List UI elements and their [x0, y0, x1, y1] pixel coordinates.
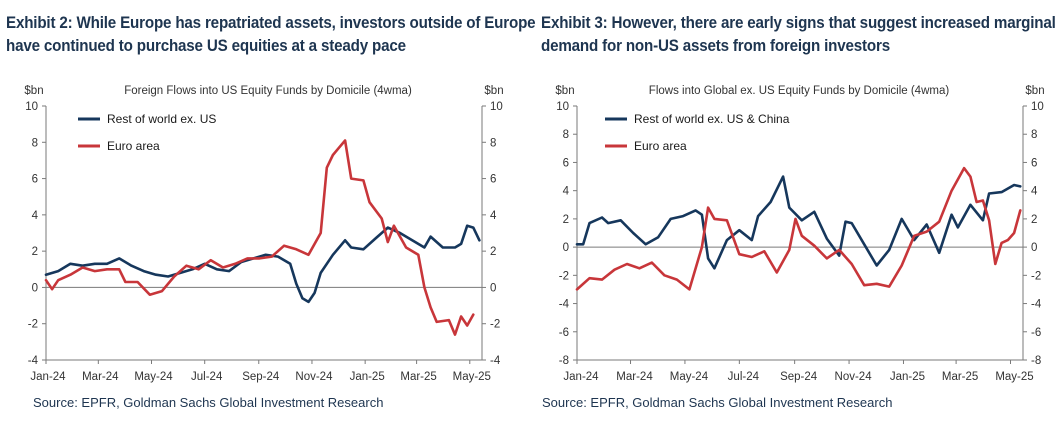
y-tick-label-left: -6	[559, 327, 569, 339]
y-tick-label-right: -4	[1031, 299, 1042, 311]
y-tick-label-right: -2	[1031, 270, 1041, 282]
y-axis-unit-left: $bn	[24, 85, 43, 97]
legend-label: Euro area	[107, 139, 160, 153]
x-tick-label: Jan-25	[890, 371, 925, 383]
flows-into-us-equity-chart: Foreign Flows into US Equity Funds by Do…	[24, 85, 503, 383]
y-tick-label-right: -6	[1031, 327, 1041, 339]
y-axis-unit-left: $bn	[555, 85, 574, 97]
x-tick-label: Sep-24	[242, 371, 280, 383]
y-tick-label-left: 8	[32, 137, 38, 149]
legend-label: Euro area	[634, 139, 687, 153]
x-tick-label: Jul-24	[728, 371, 760, 383]
y-tick-label-left: 0	[563, 242, 569, 254]
y-tick-label-right: -4	[490, 355, 501, 367]
legend-label: Rest of world ex. US	[107, 112, 216, 126]
x-tick-label: Sep-24	[780, 371, 818, 383]
y-tick-label-right: 6	[1031, 157, 1037, 169]
exhibit-title-line-2: have continued to purchase US equities a…	[6, 37, 406, 55]
x-tick-label: Jan-25	[350, 371, 385, 383]
y-tick-label-left: 2	[563, 214, 569, 226]
exhibit-title: Exhibit 2: While Europe has repatriated …	[6, 12, 536, 58]
y-tick-label-left: 6	[32, 174, 38, 186]
y-tick-label-left: -4	[28, 355, 39, 367]
chart-title: Flows into Global ex. US Equity Funds by…	[649, 85, 950, 97]
flows-into-global-ex-us-chart: Flows into Global ex. US Equity Funds by…	[555, 85, 1044, 383]
x-tick-label: May-25	[453, 371, 491, 383]
source-note: Source: EPFR, Goldman Sachs Global Inves…	[542, 395, 893, 410]
y-tick-label-left: -8	[559, 355, 569, 367]
y-tick-label-right: 8	[490, 137, 496, 149]
y-tick-label-left: -2	[28, 319, 38, 331]
y-tick-label-right: 6	[490, 174, 496, 186]
y-tick-label-right: 0	[1031, 242, 1037, 254]
x-tick-label: May-24	[670, 371, 709, 383]
y-tick-label-right: 10	[490, 101, 503, 113]
y-tick-label-right: 4	[1031, 186, 1038, 198]
y-tick-label-left: -2	[559, 270, 569, 282]
y-tick-label-right: 10	[1031, 101, 1044, 113]
y-tick-label-left: 10	[25, 101, 38, 113]
y-tick-label-right: -2	[490, 319, 500, 331]
exhibit-title-line-1: Exhibit 3: However, there are early sign…	[541, 14, 1056, 32]
y-tick-label-left: -4	[559, 299, 570, 311]
x-tick-label: Jan-24	[563, 371, 599, 383]
y-tick-label-right: 8	[1031, 129, 1037, 141]
y-tick-label-right: 0	[490, 282, 496, 294]
chart-title: Foreign Flows into US Equity Funds by Do…	[124, 85, 412, 97]
y-tick-label-right: 4	[490, 210, 497, 222]
y-tick-label-left: 4	[32, 210, 39, 222]
x-tick-label: Mar-25	[400, 371, 436, 383]
y-axis-unit-right: $bn	[1025, 85, 1044, 97]
y-tick-label-right: 2	[1031, 214, 1037, 226]
y-tick-label-left: 10	[556, 101, 569, 113]
y-tick-label-left: 2	[32, 246, 38, 258]
y-tick-label-right: -8	[1031, 355, 1041, 367]
legend-label: Rest of world ex. US & China	[634, 112, 790, 126]
y-tick-label-right: 2	[490, 246, 496, 258]
x-tick-label: Mar-24	[82, 371, 119, 383]
exhibit-title-line-1: Exhibit 2: While Europe has repatriated …	[6, 14, 536, 32]
y-axis-unit-right: $bn	[484, 85, 503, 97]
x-tick-label: Jan-24	[30, 371, 66, 383]
series-line-rest-of-world	[44, 224, 481, 304]
x-tick-label: May-24	[134, 371, 173, 383]
y-tick-label-left: 6	[563, 157, 569, 169]
source-note: Source: EPFR, Goldman Sachs Global Inves…	[33, 395, 384, 410]
y-tick-label-left: 8	[563, 129, 569, 141]
exhibit-3: Exhibit 3: However, there are early sign…	[531, 0, 1062, 443]
x-tick-label: May-25	[995, 371, 1033, 383]
x-tick-label: Nov-24	[295, 371, 333, 383]
y-tick-label-left: 4	[563, 186, 570, 198]
series-line-euro-area	[575, 166, 1022, 291]
y-tick-label-left: 0	[32, 282, 38, 294]
exhibit-title: Exhibit 3: However, there are early sign…	[541, 12, 1056, 58]
x-tick-label: Mar-25	[942, 371, 978, 383]
exhibit-title-line-2: demand for non-US assets from foreign in…	[541, 37, 890, 55]
x-tick-label: Jul-24	[191, 371, 223, 383]
x-tick-label: Mar-24	[616, 371, 653, 383]
x-tick-label: Nov-24	[835, 371, 873, 383]
exhibit-2: Exhibit 2: While Europe has repatriated …	[6, 14, 536, 410]
series-line-rest-of-world	[575, 175, 1022, 270]
series-line-euro-area	[44, 139, 475, 336]
